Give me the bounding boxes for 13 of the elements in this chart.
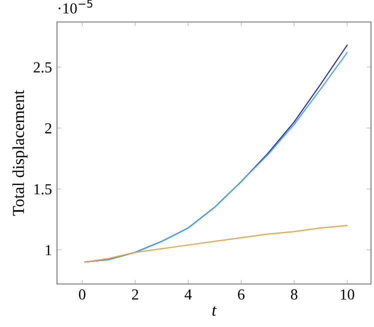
y-tick-label: 2.5 xyxy=(34,62,52,73)
y-axis-title: Total displacement xyxy=(12,90,28,216)
x-tick-label: 6 xyxy=(238,289,245,300)
y-tick-label: 1 xyxy=(46,245,52,256)
x-tick-label: 2 xyxy=(132,289,138,300)
x-tick-label: 4 xyxy=(184,289,192,300)
x-tick-label: 8 xyxy=(290,289,298,300)
x-tick-label: 10 xyxy=(340,289,354,300)
y-tick-label: 1.5 xyxy=(34,184,52,194)
y-tick-label: 2 xyxy=(45,123,52,134)
x-tick-label: 0 xyxy=(78,289,86,300)
x-axis-title: t xyxy=(212,306,217,316)
text: ·10$^{−5}$ xyxy=(58,0,92,14)
